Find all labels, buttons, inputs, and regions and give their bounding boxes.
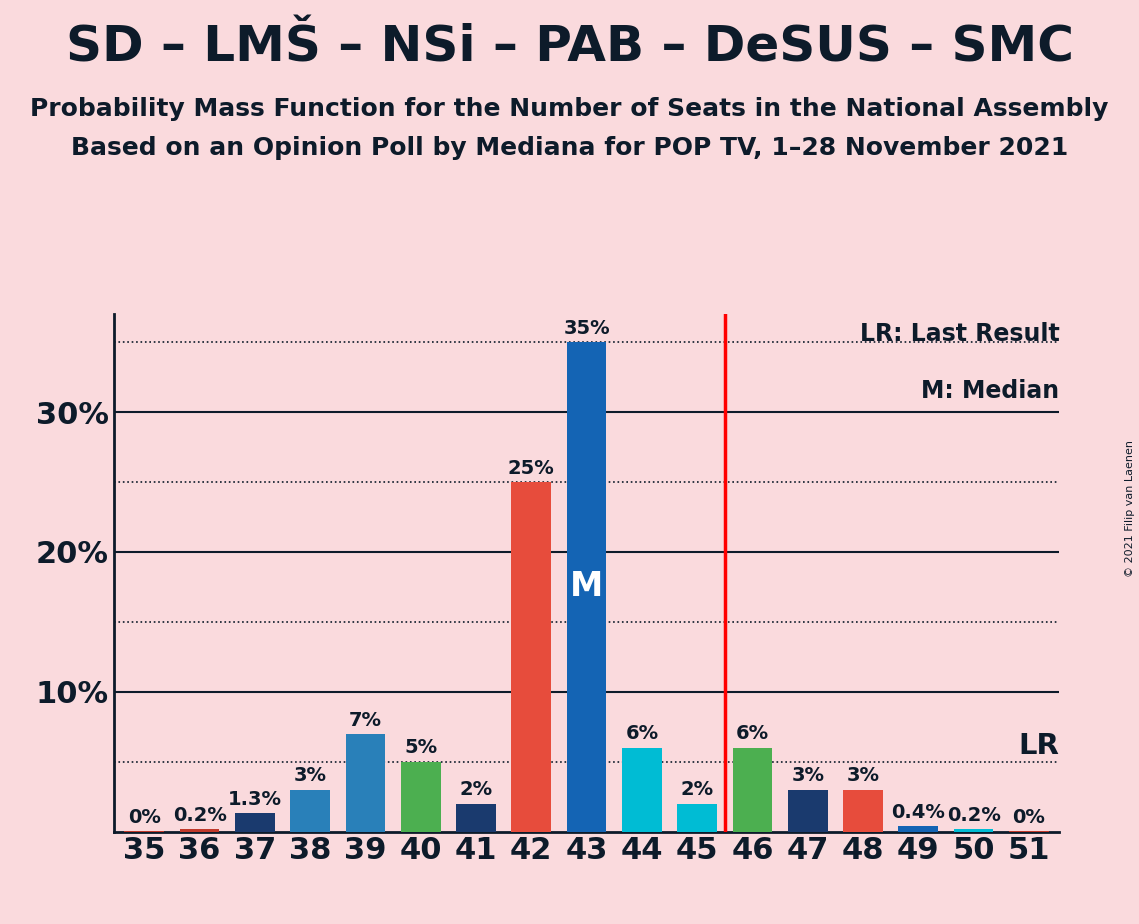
- Text: LR: Last Result: LR: Last Result: [860, 322, 1059, 346]
- Text: 0%: 0%: [1013, 808, 1046, 827]
- Text: 1.3%: 1.3%: [228, 790, 281, 809]
- Bar: [180, 829, 220, 832]
- Text: 0.2%: 0.2%: [173, 806, 227, 824]
- Bar: [953, 829, 993, 832]
- Text: 35%: 35%: [564, 319, 609, 338]
- Bar: [899, 826, 939, 832]
- Bar: [235, 813, 274, 832]
- Bar: [567, 342, 606, 832]
- Text: 3%: 3%: [294, 766, 327, 785]
- Bar: [732, 748, 772, 832]
- Bar: [788, 790, 828, 832]
- Text: 6%: 6%: [736, 724, 769, 744]
- Text: M: M: [570, 570, 604, 603]
- Bar: [290, 790, 330, 832]
- Text: 2%: 2%: [681, 781, 714, 799]
- Text: 25%: 25%: [508, 459, 555, 478]
- Text: 0.4%: 0.4%: [892, 803, 945, 821]
- Text: 0%: 0%: [128, 808, 161, 827]
- Text: © 2021 Filip van Laenen: © 2021 Filip van Laenen: [1125, 440, 1134, 577]
- Text: 3%: 3%: [792, 766, 825, 785]
- Bar: [622, 748, 662, 832]
- Text: M: Median: M: Median: [921, 379, 1059, 403]
- Bar: [678, 804, 718, 832]
- Text: 7%: 7%: [349, 711, 382, 730]
- Text: LR: LR: [1018, 732, 1059, 760]
- Bar: [345, 734, 385, 832]
- Text: 3%: 3%: [846, 766, 879, 785]
- Bar: [511, 482, 551, 832]
- Text: Probability Mass Function for the Number of Seats in the National Assembly: Probability Mass Function for the Number…: [31, 97, 1108, 121]
- Text: 6%: 6%: [625, 724, 658, 744]
- Text: 0.2%: 0.2%: [947, 806, 1000, 824]
- Bar: [843, 790, 883, 832]
- Bar: [401, 761, 441, 832]
- Text: 2%: 2%: [459, 781, 492, 799]
- Text: Based on an Opinion Poll by Mediana for POP TV, 1–28 November 2021: Based on an Opinion Poll by Mediana for …: [71, 136, 1068, 160]
- Text: 5%: 5%: [404, 738, 437, 758]
- Text: SD – LMŠ – NSi – PAB – DeSUS – SMC: SD – LMŠ – NSi – PAB – DeSUS – SMC: [66, 23, 1073, 71]
- Bar: [456, 804, 495, 832]
